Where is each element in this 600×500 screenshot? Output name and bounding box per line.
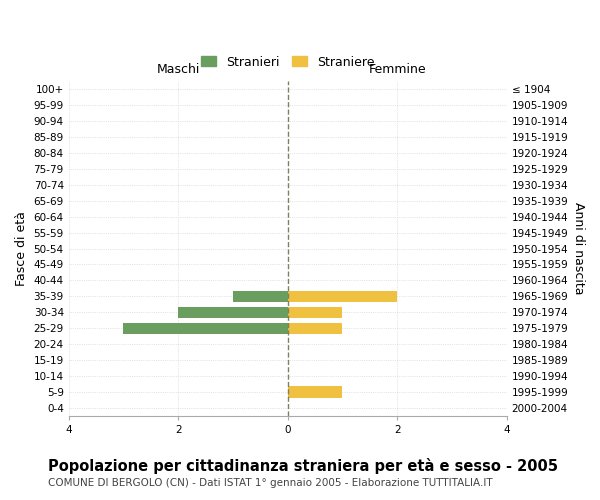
Bar [287,386,343,398]
Bar [287,306,343,318]
Bar [233,290,287,302]
Text: COMUNE DI BERGOLO (CN) - Dati ISTAT 1° gennaio 2005 - Elaborazione TUTTITALIA.IT: COMUNE DI BERGOLO (CN) - Dati ISTAT 1° g… [48,478,493,488]
Text: Popolazione per cittadinanza straniera per età e sesso - 2005: Popolazione per cittadinanza straniera p… [48,458,558,473]
Legend: Stranieri, Straniere: Stranieri, Straniere [196,50,379,74]
Bar [178,306,287,318]
Text: Femmine: Femmine [368,64,426,76]
Bar [124,322,287,334]
Bar [287,290,397,302]
Bar [287,322,343,334]
Text: Maschi: Maschi [157,64,200,76]
Y-axis label: Anni di nascita: Anni di nascita [572,202,585,295]
Y-axis label: Fasce di età: Fasce di età [15,211,28,286]
